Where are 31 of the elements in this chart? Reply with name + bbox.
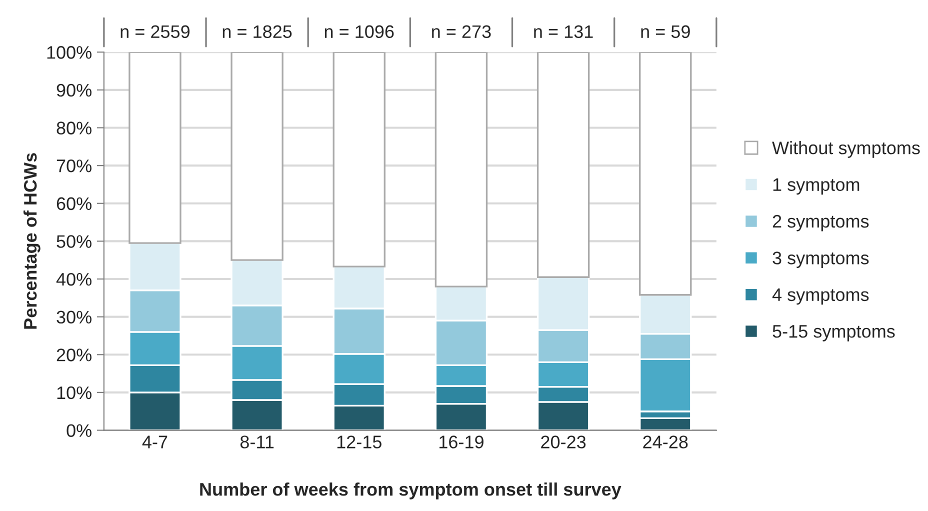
legend-label: 1 symptom — [773, 178, 860, 195]
text: n = 273 — [432, 25, 491, 38]
y-tick-label: 20% — [56, 348, 92, 362]
x-tick-label: 24-28 — [643, 436, 688, 448]
x-tick-label: 20-23 — [541, 436, 586, 448]
text: n = 59 — [641, 25, 690, 38]
legend-label: Without symptoms — [772, 141, 920, 158]
y-tick-label: 60% — [56, 197, 92, 210]
legend-label: 3 symptoms — [772, 252, 869, 268]
y-tick-label: 80% — [56, 122, 92, 134]
x-tick-label: 4-7 — [142, 436, 168, 448]
y-tick-label: 90% — [56, 84, 92, 97]
y-tick-label: 10% — [57, 386, 92, 400]
x-tick-label: 8-11 — [240, 436, 274, 448]
y-tick-label: 0% — [66, 424, 92, 437]
x-axis-title: Number of weeks from symptom onset till survey — [200, 482, 622, 500]
y-axis-title: Percentage of HCWs — [23, 153, 40, 329]
text: n = 131 — [534, 25, 593, 38]
text: n = 1825 — [222, 25, 292, 38]
y-tick-label: 70% — [56, 160, 92, 172]
x-tick-label: 12-15 — [337, 436, 382, 448]
y-tick-label: 100% — [47, 46, 92, 59]
text: n = 2559 — [120, 25, 190, 38]
text: n = 1096 — [324, 25, 394, 38]
y-tick-label: 30% — [56, 310, 92, 324]
x-tick-label: 16-19 — [440, 436, 484, 448]
y-tick-label: 40% — [56, 272, 92, 286]
legend-label: 4 symptoms — [772, 288, 869, 305]
legend-label: 5-15 symptoms — [772, 325, 895, 342]
y-tick-label: 50% — [56, 235, 92, 248]
legend-label: 2 symptoms — [772, 214, 869, 232]
